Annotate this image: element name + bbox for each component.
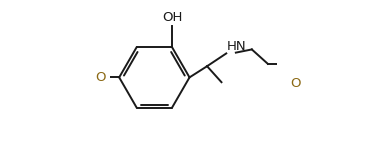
Text: O: O — [95, 71, 106, 84]
Text: HN: HN — [227, 40, 247, 53]
Text: OH: OH — [163, 11, 183, 24]
Text: O: O — [291, 77, 301, 90]
